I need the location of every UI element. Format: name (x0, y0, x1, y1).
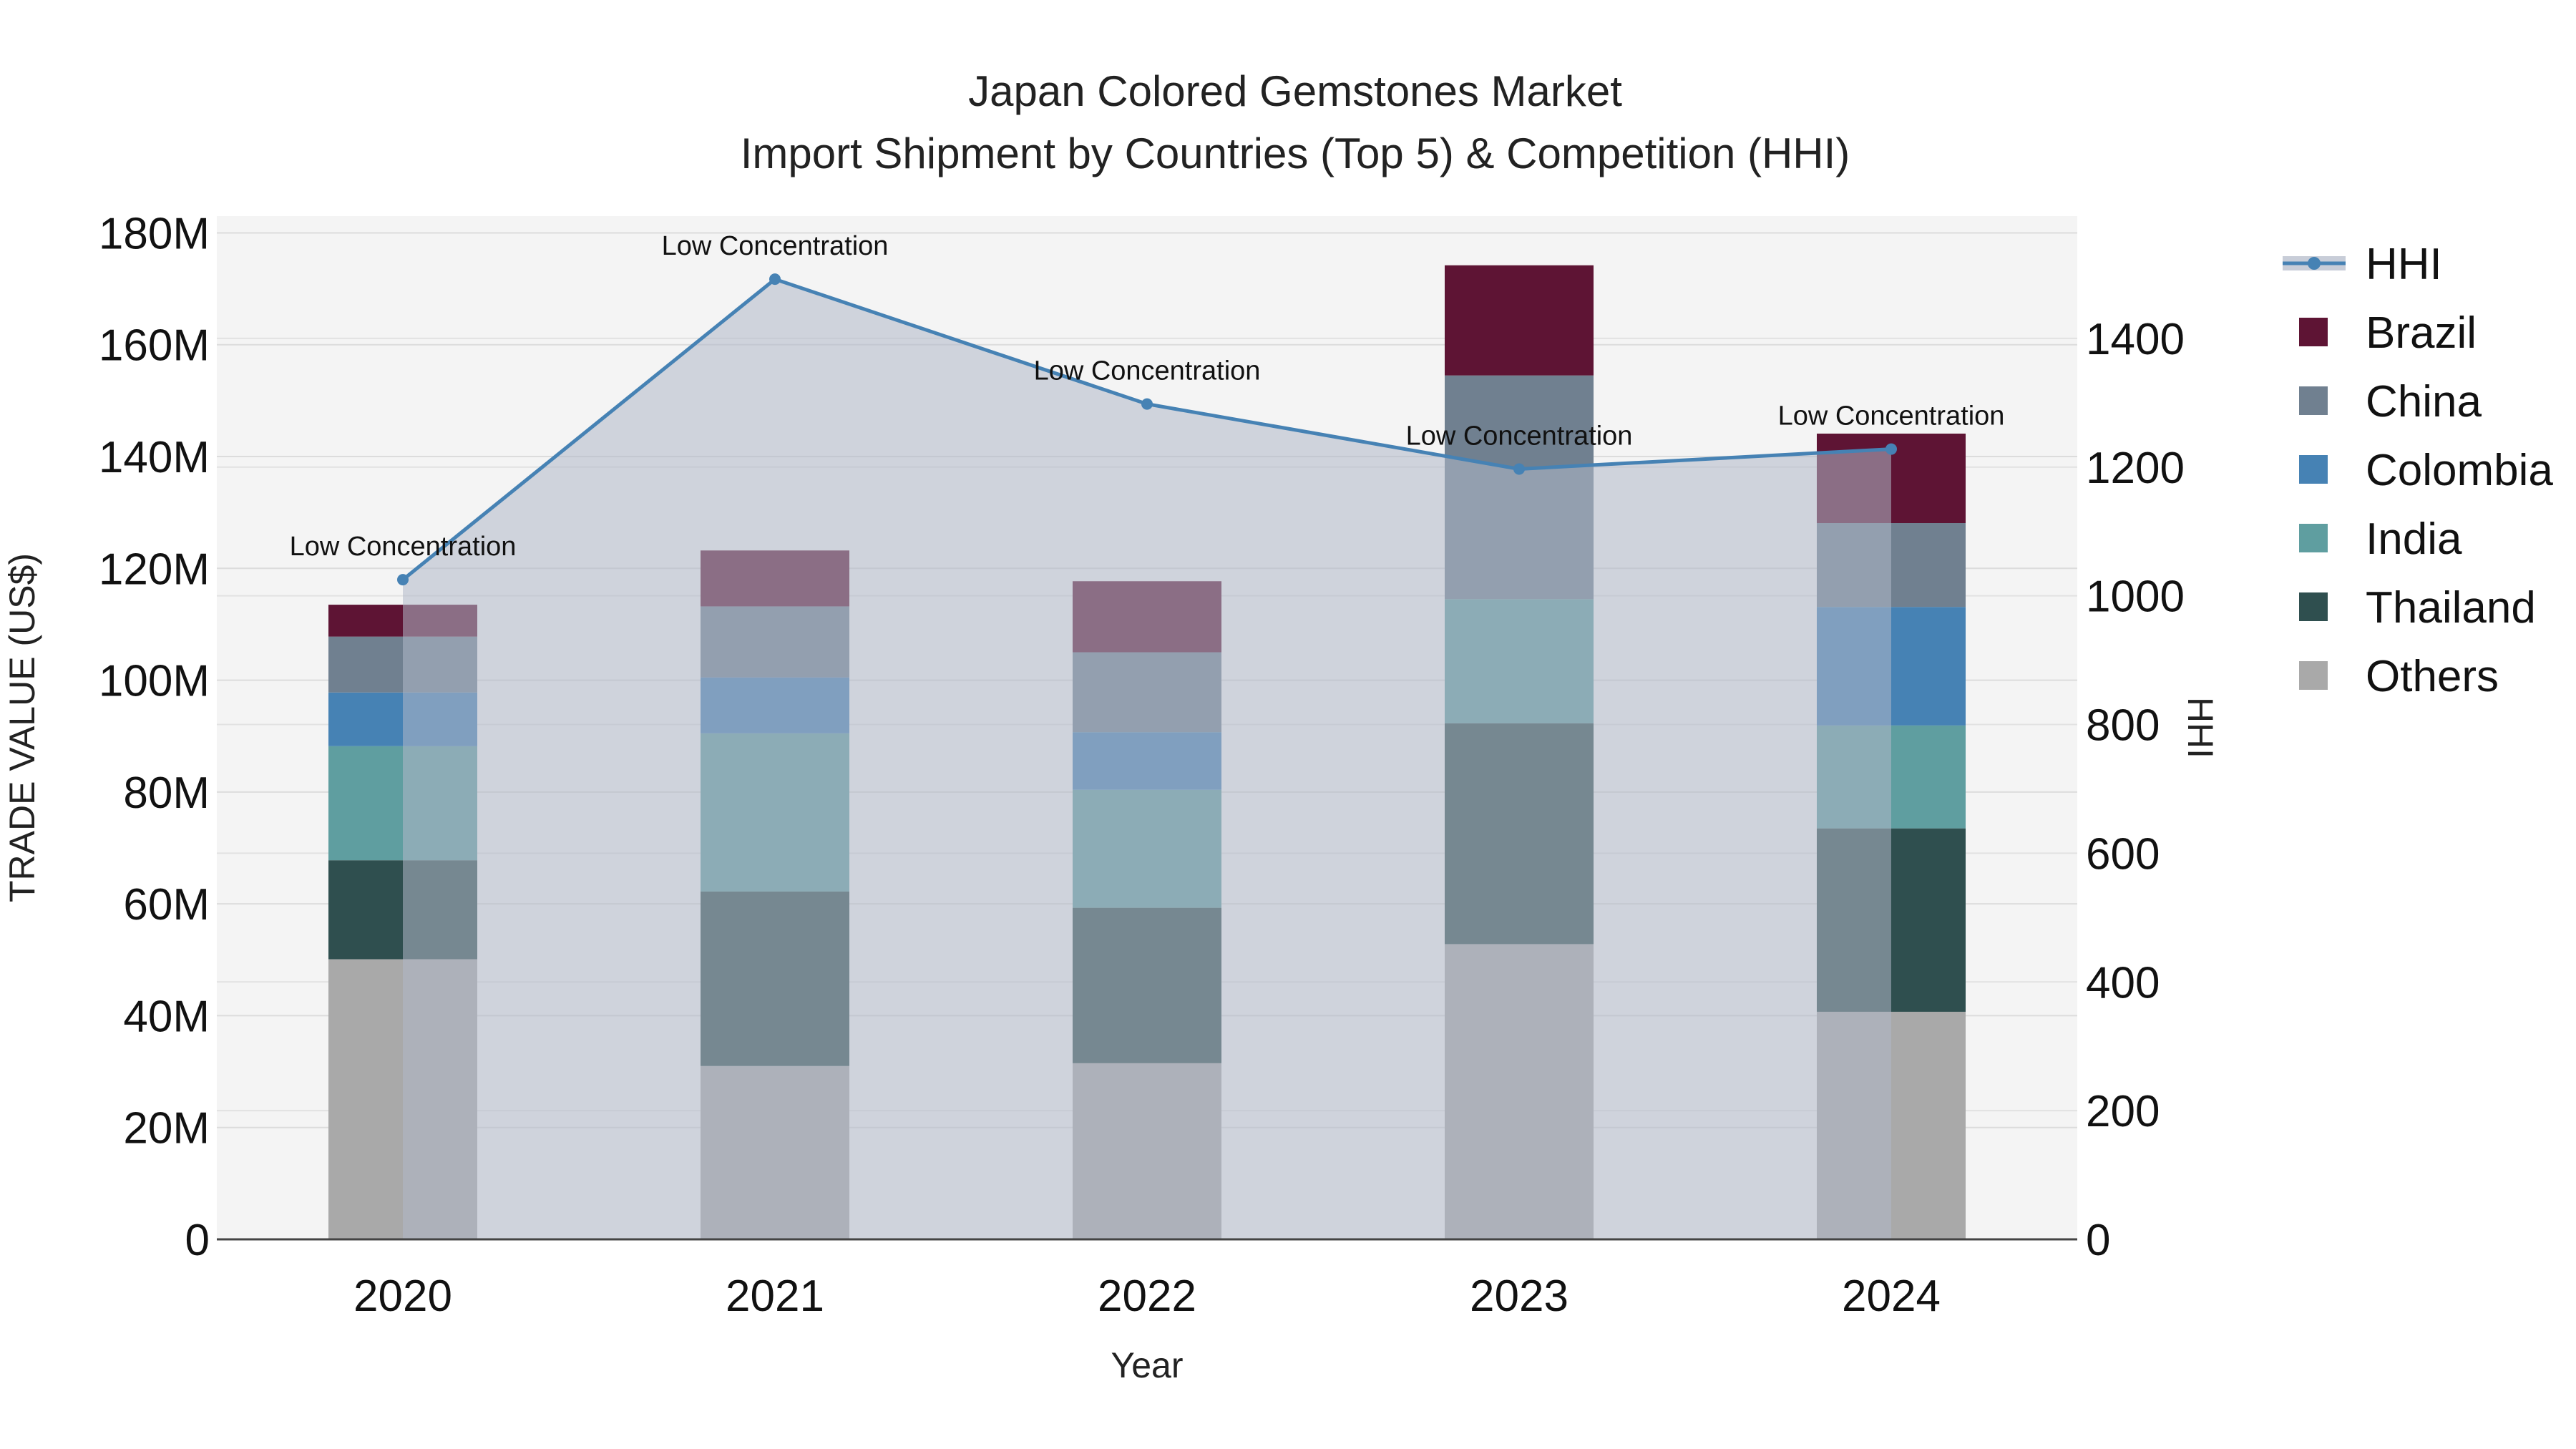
y-tick-label: 120M (99, 545, 210, 594)
x-tick-label: 2020 (353, 1272, 452, 1321)
legend-swatch-colombia (2299, 455, 2328, 484)
legend-label-brazil: Brazil (2366, 308, 2477, 358)
y2-tick-label: 1000 (2086, 572, 2185, 622)
hhi-annotation-2021: Low Concentration (662, 231, 889, 261)
y2-tick-label: 1200 (2086, 444, 2185, 493)
hhi-area (403, 279, 1891, 1239)
y-tick-label: 40M (123, 992, 210, 1041)
bar-brazil-2023 (1445, 265, 1594, 376)
hhi-point-2022 (1141, 398, 1153, 410)
y2-tick-label: 400 (2086, 958, 2160, 1008)
hhi-point-2021 (769, 273, 781, 286)
x-tick-label: 2023 (1470, 1272, 1568, 1321)
hhi-annotation-2020: Low Concentration (290, 532, 517, 562)
x-tick-label: 2024 (1842, 1272, 1941, 1321)
y2-axis: 0 200 400 600 800 1000 1200 1400 (2086, 315, 2185, 1265)
hhi-annotation-2023: Low Concentration (1406, 421, 1633, 451)
y-tick-label: 160M (99, 321, 210, 371)
hhi-annotation-2022: Low Concentration (1034, 356, 1261, 386)
chart-subtitle: Import Shipment by Countries (Top 5) & C… (741, 130, 1850, 177)
y-tick-label: 60M (123, 880, 210, 930)
y-axis-title: TRADE VALUE (US$) (2, 553, 42, 902)
x-tick-label: 2021 (726, 1272, 824, 1321)
hhi-annotation-2024: Low Concentration (1778, 401, 2005, 431)
y2-tick-label: 200 (2086, 1087, 2160, 1136)
legend-label-china: China (2366, 377, 2482, 426)
legend-swatch-india (2299, 524, 2328, 552)
legend-label-thailand: Thailand (2366, 583, 2536, 633)
legend-swatch-others (2299, 661, 2328, 690)
hhi-point-2023 (1513, 463, 1525, 475)
hhi-point-2024 (1885, 443, 1897, 455)
legend-label-india: India (2366, 514, 2462, 564)
legend-swatch-brazil (2299, 318, 2328, 346)
hhi-point-2020 (397, 574, 409, 586)
legend-label-colombia: Colombia (2366, 446, 2553, 495)
y2-tick-label: 600 (2086, 829, 2160, 879)
y-tick-label: 180M (99, 209, 210, 258)
y-tick-label: 100M (99, 657, 210, 706)
y-tick-label: 0 (185, 1216, 210, 1265)
legend-hhi-marker (2308, 257, 2321, 270)
y2-tick-label: 800 (2086, 701, 2160, 751)
legend-swatch-thailand (2299, 592, 2328, 621)
x-tick-label: 2022 (1098, 1272, 1196, 1321)
y2-tick-label: 1400 (2086, 315, 2185, 364)
legend-label-others: Others (2366, 652, 2499, 701)
hhi-series: Low Concentration Low Concentration Low Co… (290, 231, 2005, 1239)
legend-swatch-china (2299, 386, 2328, 415)
legend-label-hhi: HHI (2366, 240, 2442, 289)
y2-axis-title: HHI (2180, 697, 2220, 758)
legend: HHI Brazil China Colombia India Thailand Other… (2283, 240, 2553, 701)
y2-tick-label: 0 (2086, 1216, 2110, 1265)
x-axis: 2020 2021 2022 2023 2024 (353, 1272, 1941, 1321)
y-tick-label: 80M (123, 769, 210, 818)
y-axis: 0 20M 40M 60M 80M 100M 120M 140M 160M 180M (99, 209, 210, 1265)
y-tick-label: 20M (123, 1104, 210, 1153)
chart-title: Japan Colored Gemstones Market (968, 67, 1622, 115)
y-tick-label: 140M (99, 433, 210, 482)
x-axis-title: Year (1111, 1345, 1183, 1385)
